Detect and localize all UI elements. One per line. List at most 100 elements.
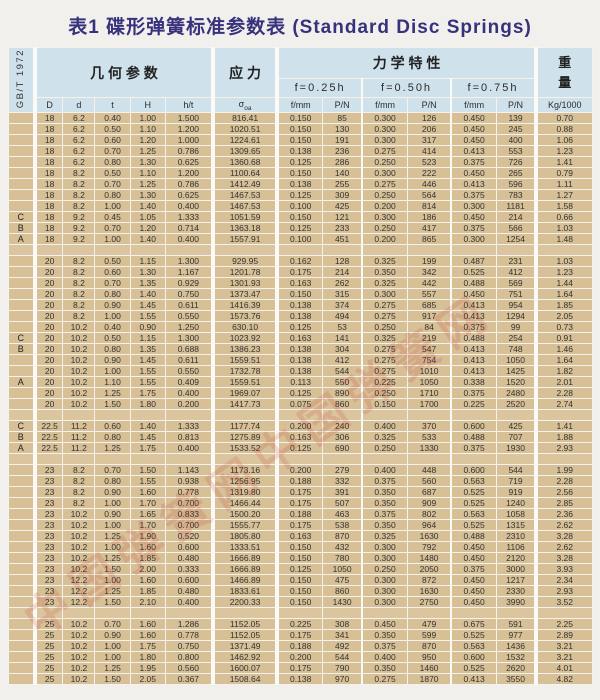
value-cell: 20 [32, 310, 64, 322]
spacer-cell [7, 244, 36, 256]
spacer-cell [210, 244, 278, 256]
value-cell: 0.413 [450, 178, 498, 190]
value-cell: 1.250 [164, 321, 214, 333]
table-header: GB/T 1972 几 何 参 数 应 力 力 学 特 性 重 量 f=0.25… [7, 47, 593, 113]
value-cell: 0.50 [94, 332, 131, 344]
value-cell: 0.611 [164, 299, 214, 311]
value-cell: 342 [407, 266, 452, 278]
series-letter-cell [7, 112, 36, 124]
value-cell: 0.600 [164, 574, 214, 586]
value-cell: 0.300 [450, 200, 498, 212]
spacer-cell [361, 244, 409, 256]
value-cell: 1.25 [129, 145, 166, 157]
value-cell: 10.2 [62, 321, 96, 333]
value-cell: 0.338 [450, 376, 498, 388]
series-letter-cell [7, 145, 36, 157]
value-cell: 0.450 [361, 618, 409, 630]
table-row: 23 8.2 0.80 1.55 0.938 1256.95 0.188 332 0.375 56… [7, 475, 593, 487]
value-cell: 977 [496, 629, 537, 641]
value-cell: 18 [32, 178, 64, 190]
value-cell: 1.64 [533, 354, 593, 366]
value-cell: 245 [496, 123, 537, 135]
value-cell: 25 [32, 618, 64, 630]
value-cell: 0.450 [450, 211, 498, 223]
value-cell: 1436 [496, 640, 537, 652]
geometry-group-header: 几 何 参 数 [32, 47, 214, 98]
value-cell: 0.70 [94, 178, 131, 190]
value-cell: 23 [32, 552, 64, 564]
value-cell: 0.400 [164, 200, 214, 212]
value-cell: 0.138 [275, 354, 324, 366]
value-cell: 3.93 [533, 563, 593, 575]
value-cell: 214 [496, 211, 537, 223]
value-cell: 8.2 [62, 178, 96, 190]
value-cell: 1.500 [164, 112, 214, 124]
value-cell: 23 [32, 475, 64, 487]
value-cell: 2.34 [533, 574, 593, 586]
value-cell: 507 [322, 497, 363, 509]
value-cell: 596 [496, 178, 537, 190]
table-row: B 18 9.2 0.70 1.20 0.714 1363.18 0.125 233 0.250 4… [7, 222, 593, 234]
value-cell: 0.350 [361, 486, 409, 498]
series-letter-cell [7, 288, 36, 300]
table-row: 20 8.2 0.90 1.45 0.611 1416.39 0.138 374 0.275 68… [7, 299, 593, 311]
value-cell: 591 [496, 618, 537, 630]
col-header-ht: h/t [164, 97, 214, 113]
value-cell: 286 [322, 156, 363, 168]
value-cell: 1573.76 [210, 310, 278, 322]
value-cell: 1363.18 [210, 222, 278, 234]
table-row: 25 10.2 0.90 1.60 0.778 1152.05 0.175 341 0.350 5… [7, 629, 593, 641]
spacer-cell [496, 607, 537, 619]
value-cell: 751 [496, 288, 537, 300]
value-cell: 2120 [496, 552, 537, 564]
value-cell: 231 [496, 255, 537, 267]
stress-group-header: 应 力 [210, 47, 278, 98]
series-letter-cell [7, 552, 36, 564]
value-cell: 219 [407, 332, 452, 344]
value-cell: 0.525 [450, 629, 498, 641]
section-spacer-row [7, 607, 593, 619]
standard-label-text: GB/T 1972 [15, 48, 27, 109]
value-cell: 12.2 [62, 585, 96, 597]
value-cell: 1508.64 [210, 673, 278, 685]
value-cell: 1460 [407, 662, 452, 674]
value-cell: 1.167 [164, 266, 214, 278]
value-cell: 0.150 [275, 552, 324, 564]
value-cell: 0.300 [361, 288, 409, 300]
value-cell: 6.2 [62, 112, 96, 124]
value-cell: 0.150 [275, 596, 324, 608]
value-cell: 8.2 [62, 299, 96, 311]
value-cell: 1666.89 [210, 552, 278, 564]
value-cell: 544 [496, 464, 537, 476]
spacer-cell [32, 409, 64, 421]
value-cell: 0.70 [533, 112, 593, 124]
col-header-f025: f/mm [275, 97, 324, 113]
value-cell: 84 [407, 321, 452, 333]
value-cell: 0.450 [450, 134, 498, 146]
value-cell: 860 [322, 398, 363, 410]
table-row: 25 10.2 1.25 1.95 0.560 1600.07 0.175 790 0.350 1… [7, 662, 593, 674]
value-cell: 23 [32, 530, 64, 542]
value-cell: 0.50 [94, 167, 131, 179]
value-cell: 1.27 [533, 189, 593, 201]
value-cell: 1.40 [129, 288, 166, 300]
value-cell: 0.163 [275, 530, 324, 542]
value-cell: 0.138 [275, 145, 324, 157]
value-cell: 20 [32, 398, 64, 410]
value-cell: 0.188 [275, 508, 324, 520]
value-cell: 20 [32, 332, 64, 344]
value-cell: 10.2 [62, 662, 96, 674]
spacer-cell [210, 607, 278, 619]
value-cell: 8.2 [62, 266, 96, 278]
value-cell: 0.525 [450, 266, 498, 278]
value-cell: 10.2 [62, 376, 96, 388]
value-cell: 463 [322, 508, 363, 520]
value-cell: 25 [32, 640, 64, 652]
value-cell: 341 [322, 629, 363, 641]
value-cell: 544 [322, 651, 363, 663]
value-cell: 304 [322, 343, 363, 355]
value-cell: 0.450 [450, 552, 498, 564]
value-cell: 8.2 [62, 255, 96, 267]
table-row: 20 8.2 0.80 1.40 0.750 1373.47 0.150 315 0.300 55… [7, 288, 593, 300]
value-cell: 20 [32, 266, 64, 278]
